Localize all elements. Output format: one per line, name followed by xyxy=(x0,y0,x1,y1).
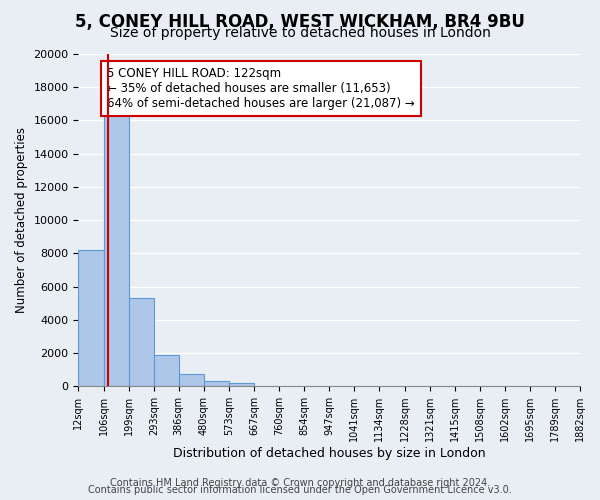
Bar xyxy=(179,374,204,386)
Bar xyxy=(128,298,154,386)
Bar xyxy=(79,250,104,386)
Bar xyxy=(104,110,128,386)
Bar xyxy=(154,356,179,386)
Bar xyxy=(204,381,229,386)
Bar xyxy=(229,383,254,386)
Text: Contains public sector information licensed under the Open Government Licence v3: Contains public sector information licen… xyxy=(88,485,512,495)
Text: 5, CONEY HILL ROAD, WEST WICKHAM, BR4 9BU: 5, CONEY HILL ROAD, WEST WICKHAM, BR4 9B… xyxy=(75,12,525,30)
X-axis label: Distribution of detached houses by size in London: Distribution of detached houses by size … xyxy=(173,447,485,460)
Text: Contains HM Land Registry data © Crown copyright and database right 2024.: Contains HM Land Registry data © Crown c… xyxy=(110,478,490,488)
Text: 5 CONEY HILL ROAD: 122sqm
← 35% of detached houses are smaller (11,653)
64% of s: 5 CONEY HILL ROAD: 122sqm ← 35% of detac… xyxy=(107,68,415,110)
Text: Size of property relative to detached houses in London: Size of property relative to detached ho… xyxy=(110,26,490,40)
Y-axis label: Number of detached properties: Number of detached properties xyxy=(15,127,28,313)
